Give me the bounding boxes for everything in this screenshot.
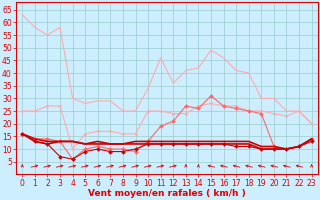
X-axis label: Vent moyen/en rafales ( km/h ): Vent moyen/en rafales ( km/h )	[88, 189, 246, 198]
